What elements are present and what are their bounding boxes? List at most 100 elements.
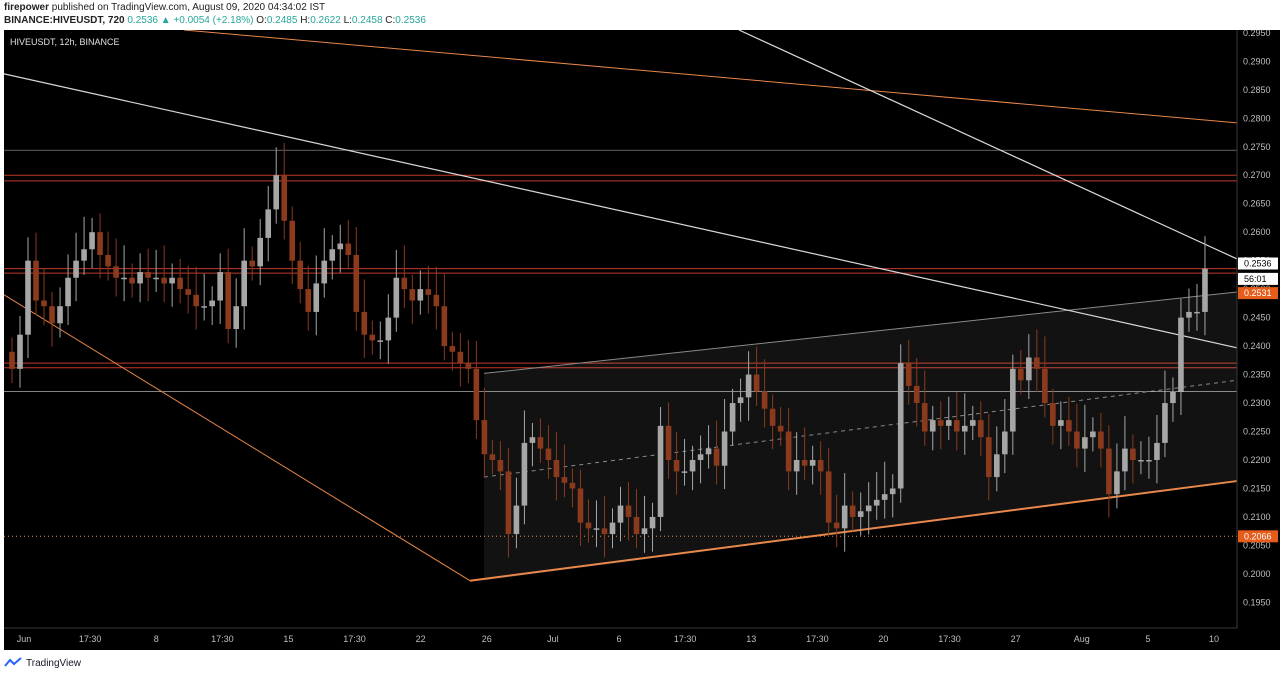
candle-body — [1034, 357, 1040, 369]
price-tags: 0.2536 56:01 0.2531 0.2066 — [1238, 257, 1278, 543]
candle-body — [377, 340, 384, 342]
symbol-ohlc-line: BINANCE:HIVEUSDT, 720 0.2536 ▲ +0.0054 (… — [4, 15, 426, 26]
price-tag-box — [1238, 287, 1278, 300]
candle-body — [1138, 459, 1144, 462]
candle-body — [305, 289, 312, 312]
channel-drawing — [4, 30, 1238, 582]
candle-body — [529, 437, 536, 443]
candle-body — [793, 459, 800, 472]
candle-body — [393, 277, 400, 318]
candles — [9, 142, 1208, 558]
candle-body — [945, 420, 952, 426]
price-tick-label: 0.2250 — [1243, 427, 1271, 437]
candle-body — [1002, 431, 1008, 455]
candle-body — [641, 528, 648, 535]
candle-body — [737, 397, 744, 404]
candle-body — [1154, 442, 1160, 460]
candle-body — [9, 351, 15, 369]
candle-body — [41, 300, 47, 307]
price-tick-label: 0.2350 — [1243, 370, 1271, 380]
price-tag-box — [1238, 272, 1278, 285]
time-tick-label: 17:30 — [938, 634, 961, 644]
candle-body — [417, 289, 424, 301]
candle-body — [329, 249, 336, 261]
candle-body — [681, 471, 688, 473]
open-label: O: — [256, 15, 267, 26]
price-tick-label: 0.2600 — [1243, 227, 1271, 237]
price-tick-label: 0.2950 — [1243, 30, 1271, 38]
candle-body — [449, 346, 456, 352]
candle-body — [585, 522, 592, 529]
candle-body — [881, 494, 888, 500]
candle-body — [97, 232, 103, 255]
publication-header: firepower published on TradingView.com, … — [0, 0, 1280, 30]
low-label: L: — [343, 15, 352, 26]
candle-body — [1098, 431, 1104, 449]
candle-body — [281, 175, 288, 221]
time-tick-label: 22 — [416, 634, 426, 644]
candle-body — [769, 408, 776, 426]
published-text: published on TradingView.com, August 09,… — [51, 2, 326, 13]
candle-body — [129, 277, 135, 284]
candle-body — [1058, 420, 1064, 426]
price-tick-label: 0.2100 — [1243, 512, 1271, 522]
time-tick-label: 5 — [1145, 634, 1150, 644]
candle-body — [561, 477, 568, 483]
candle-body — [225, 272, 231, 329]
candle-body — [257, 237, 264, 267]
time-tick-label: 10 — [1209, 634, 1219, 644]
candle-body — [977, 420, 984, 438]
candle-body — [873, 499, 880, 506]
candle-body — [729, 403, 736, 432]
candle-body — [193, 294, 199, 307]
price-tick-label: 0.2150 — [1243, 483, 1271, 493]
candle-body — [289, 220, 296, 261]
time-axis[interactable]: Jun 17:30 8 17:30 15 17:30 22 26 Jul 6 17:30 13 17:3… — [17, 634, 1219, 644]
price-tick-label: 0.2050 — [1243, 540, 1271, 550]
candle-body — [745, 374, 752, 398]
chart-area[interactable]: 0.2950 0.2900 0.2850 0.2800 0.2750 0.2700 0.26… — [4, 30, 1280, 650]
candle-body — [489, 454, 496, 460]
candle-body — [1010, 368, 1016, 432]
candle-body — [1186, 311, 1192, 318]
candle-body — [657, 425, 664, 517]
candle-body — [505, 471, 512, 535]
price-axis[interactable]: 0.2950 0.2900 0.2850 0.2800 0.2750 0.2700 0.26… — [1243, 30, 1271, 607]
close-label: C: — [385, 15, 396, 26]
time-tick-label: 17:30 — [79, 634, 102, 644]
candle-body — [513, 505, 520, 535]
candle-body — [1066, 420, 1072, 432]
candle-body — [825, 471, 832, 523]
candle-body — [409, 289, 416, 301]
last-price: 0.2536 — [127, 15, 158, 26]
candle-body — [57, 306, 63, 324]
time-tick-label: 17:30 — [343, 634, 366, 644]
candle-body — [521, 442, 528, 506]
candle-body — [857, 511, 864, 517]
candle-body — [841, 505, 848, 529]
candle-body — [617, 505, 624, 523]
candle-body — [121, 277, 127, 280]
candle-body — [441, 306, 448, 347]
candle-body — [625, 505, 632, 517]
time-tick-label: 6 — [616, 634, 621, 644]
candle-body — [809, 459, 816, 466]
candle-body — [705, 448, 712, 455]
price-chart[interactable]: 0.2950 0.2900 0.2850 0.2800 0.2750 0.2700 0.26… — [4, 30, 1280, 650]
candle-body — [209, 300, 215, 307]
author-name[interactable]: firepower — [4, 2, 50, 13]
candle-body — [569, 482, 576, 489]
candle-body — [1114, 471, 1120, 495]
tradingview-logo[interactable]: TradingView — [4, 657, 81, 669]
candle-body — [1026, 357, 1032, 381]
candle-body — [817, 459, 824, 472]
candle-body — [201, 306, 207, 308]
low-value: 0.2458 — [351, 15, 383, 26]
candle-body — [89, 232, 95, 250]
candle-body — [1090, 431, 1096, 438]
candle-body — [433, 294, 440, 307]
descending-support-line — [4, 294, 471, 582]
candle-body — [609, 522, 616, 535]
candle-body — [313, 283, 320, 312]
price-tick-label: 0.2750 — [1243, 142, 1271, 152]
